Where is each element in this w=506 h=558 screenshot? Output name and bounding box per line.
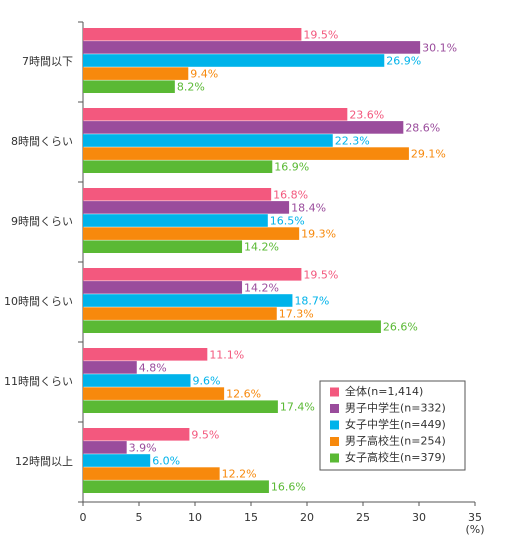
bar — [83, 54, 385, 67]
bar — [83, 214, 268, 227]
legend-box — [319, 380, 466, 471]
bar — [83, 294, 293, 307]
value-label: 29.1% — [411, 148, 446, 161]
value-label: 12.6% — [226, 388, 261, 401]
value-label: 9.4% — [190, 68, 218, 81]
value-label: 16.5% — [270, 215, 305, 228]
bar — [83, 400, 278, 413]
bar — [83, 268, 302, 281]
value-label: 28.6% — [405, 121, 440, 134]
legend-label: 女子高校生(n=379) — [345, 450, 446, 464]
bar — [83, 281, 243, 294]
bar — [83, 121, 404, 134]
bar — [83, 307, 277, 320]
x-tick-label: 25 — [356, 511, 370, 524]
value-label: 4.8% — [139, 361, 167, 374]
bar — [83, 41, 421, 54]
legend-swatch — [330, 387, 339, 397]
bar — [83, 28, 302, 41]
bar — [83, 188, 272, 201]
value-label: 26.9% — [386, 55, 421, 68]
bar — [83, 320, 381, 333]
legend-label: 男子高校生(n=254) — [345, 434, 446, 448]
bar — [83, 387, 225, 400]
value-label: 18.4% — [291, 201, 326, 214]
x-tick-label: 10 — [188, 511, 202, 524]
bar — [83, 134, 333, 147]
value-label: 12.2% — [222, 468, 257, 481]
value-label: 19.5% — [303, 268, 338, 281]
value-label: 19.3% — [301, 228, 336, 241]
value-label: 16.6% — [271, 481, 306, 494]
x-tick-label: 35 — [468, 511, 482, 524]
bar — [83, 147, 409, 160]
bar — [83, 467, 220, 480]
legend-swatch — [330, 404, 339, 413]
bar — [83, 227, 300, 240]
legend-label: 男子中学生(n=332) — [345, 401, 446, 415]
value-label: 18.7% — [294, 295, 329, 308]
legend-swatch — [330, 420, 339, 430]
value-label: 22.3% — [335, 135, 370, 148]
y-tick-label: 9時間くらい — [11, 215, 73, 228]
y-tick-label: 7時間以下 — [22, 55, 73, 68]
value-label: 19.5% — [303, 28, 338, 41]
x-tick-label: 5 — [136, 511, 143, 524]
value-label: 9.5% — [191, 428, 219, 441]
value-label: 17.4% — [280, 401, 315, 414]
bar — [83, 80, 175, 93]
value-label: 3.9% — [129, 441, 157, 454]
value-label: 26.6% — [383, 321, 418, 334]
y-tick-label: 12時間以上 — [15, 455, 73, 468]
value-label: 8.2% — [177, 81, 205, 94]
value-label: 17.3% — [279, 308, 314, 321]
legend-swatch — [330, 453, 339, 463]
y-tick-label: 10時間くらい — [4, 295, 73, 308]
x-tick-label: 20 — [300, 511, 314, 524]
value-label: 14.2% — [244, 241, 279, 254]
legend-label: 全体(n=1,414) — [345, 384, 423, 398]
bar — [83, 361, 137, 374]
value-label: 6.0% — [152, 455, 180, 468]
bar — [83, 428, 190, 441]
bar — [83, 348, 208, 361]
bar — [83, 441, 127, 454]
bar — [83, 454, 151, 467]
legend-swatch — [330, 437, 339, 446]
bar — [83, 67, 189, 80]
y-tick-label: 11時間くらい — [4, 375, 73, 388]
value-label: 11.1% — [209, 348, 244, 361]
bar — [83, 374, 191, 387]
value-label: 14.2% — [244, 281, 279, 294]
bar — [83, 160, 273, 173]
value-label: 16.8% — [273, 188, 308, 201]
bar — [83, 108, 348, 121]
value-label: 23.6% — [349, 108, 384, 121]
bar — [83, 480, 269, 493]
x-tick-label: 15 — [244, 511, 258, 524]
value-label: 16.9% — [274, 161, 309, 174]
x-tick-label: 30 — [412, 511, 426, 524]
value-label: 30.1% — [422, 41, 457, 54]
x-axis-label: (%) — [465, 523, 484, 536]
value-label: 9.6% — [193, 375, 221, 388]
bar — [83, 201, 290, 214]
y-tick-label: 8時間くらい — [11, 135, 73, 148]
legend-label: 女子中学生(n=449) — [345, 417, 446, 431]
bar — [83, 240, 243, 253]
x-tick-label: 0 — [80, 511, 87, 524]
